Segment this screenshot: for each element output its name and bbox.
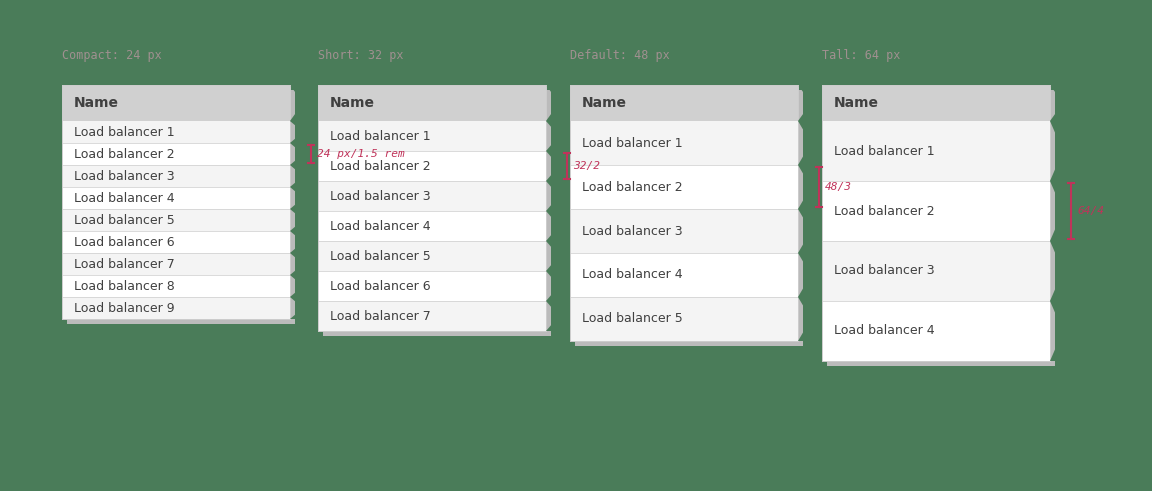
FancyBboxPatch shape: [570, 165, 798, 209]
Text: Load balancer 1: Load balancer 1: [329, 130, 431, 142]
FancyBboxPatch shape: [318, 85, 546, 331]
Text: Load balancer 3: Load balancer 3: [582, 224, 683, 238]
Text: Tall: 64 px: Tall: 64 px: [823, 49, 901, 62]
FancyBboxPatch shape: [823, 121, 1049, 181]
FancyBboxPatch shape: [318, 241, 546, 271]
Text: Load balancer 4: Load balancer 4: [582, 269, 683, 281]
FancyBboxPatch shape: [823, 241, 1049, 301]
Polygon shape: [290, 85, 306, 319]
Text: 32/2: 32/2: [573, 161, 600, 171]
Text: Load balancer 2: Load balancer 2: [582, 181, 683, 193]
Text: Load balancer 3: Load balancer 3: [834, 265, 934, 277]
Text: Load balancer 5: Load balancer 5: [329, 249, 431, 263]
Text: Load balancer 1: Load balancer 1: [74, 126, 175, 138]
FancyBboxPatch shape: [318, 85, 546, 121]
Polygon shape: [546, 85, 563, 331]
Text: Load balancer 3: Load balancer 3: [329, 190, 431, 202]
FancyBboxPatch shape: [570, 85, 798, 121]
FancyBboxPatch shape: [62, 297, 290, 319]
Text: Load balancer 6: Load balancer 6: [74, 236, 175, 248]
FancyBboxPatch shape: [62, 85, 290, 121]
FancyBboxPatch shape: [570, 253, 798, 297]
FancyBboxPatch shape: [62, 143, 290, 165]
Text: Load balancer 7: Load balancer 7: [74, 257, 175, 271]
FancyBboxPatch shape: [62, 253, 290, 275]
Text: Load balancer 5: Load balancer 5: [74, 214, 175, 226]
FancyBboxPatch shape: [62, 85, 290, 319]
FancyBboxPatch shape: [62, 275, 290, 297]
Text: Load balancer 6: Load balancer 6: [329, 279, 431, 293]
Polygon shape: [1049, 85, 1067, 361]
Text: Load balancer 2: Load balancer 2: [74, 147, 175, 161]
FancyBboxPatch shape: [318, 211, 546, 241]
Text: Load balancer 7: Load balancer 7: [329, 309, 431, 323]
Text: Compact: 24 px: Compact: 24 px: [62, 49, 161, 62]
Text: Load balancer 2: Load balancer 2: [834, 204, 934, 218]
Text: 48/3: 48/3: [825, 182, 852, 192]
FancyBboxPatch shape: [823, 85, 1049, 121]
Text: Name: Name: [74, 96, 119, 110]
FancyBboxPatch shape: [62, 121, 290, 143]
FancyBboxPatch shape: [823, 301, 1049, 361]
Text: Load balancer 9: Load balancer 9: [74, 301, 175, 315]
FancyBboxPatch shape: [62, 165, 290, 187]
FancyBboxPatch shape: [318, 121, 546, 151]
Text: Default: 48 px: Default: 48 px: [570, 49, 669, 62]
FancyBboxPatch shape: [570, 121, 798, 165]
FancyBboxPatch shape: [318, 271, 546, 301]
FancyBboxPatch shape: [823, 181, 1049, 241]
FancyBboxPatch shape: [323, 90, 551, 336]
Text: Name: Name: [834, 96, 879, 110]
Text: Load balancer 1: Load balancer 1: [834, 144, 934, 158]
FancyBboxPatch shape: [570, 209, 798, 253]
Text: Load balancer 4: Load balancer 4: [834, 325, 934, 337]
Polygon shape: [798, 85, 814, 341]
FancyBboxPatch shape: [575, 90, 803, 346]
FancyBboxPatch shape: [62, 187, 290, 209]
FancyBboxPatch shape: [570, 85, 798, 341]
FancyBboxPatch shape: [318, 301, 546, 331]
Text: 64/4: 64/4: [1077, 206, 1104, 216]
Text: Name: Name: [582, 96, 627, 110]
Text: Load balancer 8: Load balancer 8: [74, 279, 175, 293]
Text: Name: Name: [329, 96, 376, 110]
Text: 24 px/1.5 rem: 24 px/1.5 rem: [317, 149, 404, 159]
FancyBboxPatch shape: [67, 90, 295, 324]
FancyBboxPatch shape: [570, 297, 798, 341]
FancyBboxPatch shape: [62, 209, 290, 231]
FancyBboxPatch shape: [827, 90, 1055, 366]
Text: Load balancer 5: Load balancer 5: [582, 312, 683, 326]
Text: Load balancer 1: Load balancer 1: [582, 136, 683, 149]
Text: Short: 32 px: Short: 32 px: [318, 49, 403, 62]
FancyBboxPatch shape: [823, 85, 1049, 361]
Text: Load balancer 3: Load balancer 3: [74, 169, 175, 183]
Text: Load balancer 4: Load balancer 4: [329, 219, 431, 233]
FancyBboxPatch shape: [62, 231, 290, 253]
FancyBboxPatch shape: [318, 151, 546, 181]
FancyBboxPatch shape: [318, 181, 546, 211]
Text: Load balancer 2: Load balancer 2: [329, 160, 431, 172]
Text: Load balancer 4: Load balancer 4: [74, 191, 175, 204]
